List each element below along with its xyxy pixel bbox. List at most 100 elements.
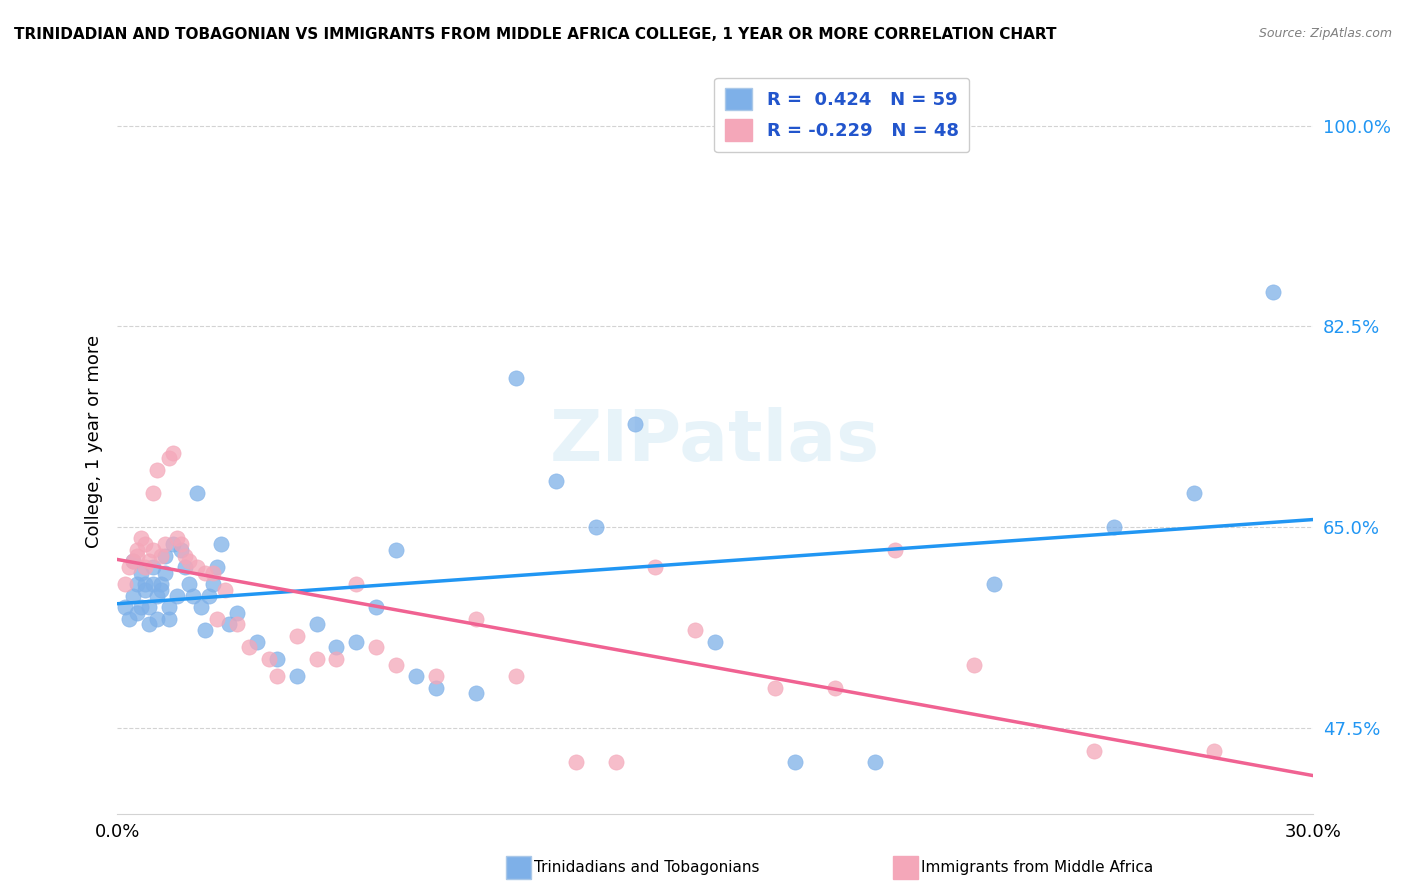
Point — [214, 583, 236, 598]
Point — [170, 543, 193, 558]
Point — [174, 549, 197, 563]
Point — [238, 640, 260, 655]
Point — [122, 589, 145, 603]
Point — [127, 549, 149, 563]
Point — [118, 612, 141, 626]
Point — [153, 537, 176, 551]
Point — [138, 617, 160, 632]
Point — [344, 634, 367, 648]
Point — [505, 669, 527, 683]
Point — [246, 634, 269, 648]
Text: ZIPatlas: ZIPatlas — [550, 407, 880, 475]
Point — [344, 577, 367, 591]
Point — [142, 485, 165, 500]
Text: Trinidadians and Tobagonians: Trinidadians and Tobagonians — [534, 861, 759, 875]
Point — [122, 554, 145, 568]
Point — [225, 617, 247, 632]
Point — [174, 560, 197, 574]
Point — [157, 600, 180, 615]
Point — [150, 583, 173, 598]
Point — [285, 629, 308, 643]
Point — [146, 612, 169, 626]
Point — [325, 652, 347, 666]
Point — [1182, 485, 1205, 500]
Point — [118, 560, 141, 574]
Point — [114, 600, 136, 615]
Point — [305, 652, 328, 666]
Point — [186, 560, 208, 574]
Point — [129, 566, 152, 580]
Point — [198, 589, 221, 603]
Point — [142, 560, 165, 574]
Point — [285, 669, 308, 683]
Point — [142, 543, 165, 558]
Text: Immigrants from Middle Africa: Immigrants from Middle Africa — [921, 861, 1153, 875]
Point — [644, 560, 666, 574]
Point — [138, 600, 160, 615]
Point — [127, 577, 149, 591]
Point — [1202, 743, 1225, 757]
Point — [146, 463, 169, 477]
Point — [685, 623, 707, 637]
Point — [142, 577, 165, 591]
Point — [138, 554, 160, 568]
Point — [181, 589, 204, 603]
Point — [225, 606, 247, 620]
Point — [505, 371, 527, 385]
Point — [425, 669, 447, 683]
Legend: R =  0.424   N = 59, R = -0.229   N = 48: R = 0.424 N = 59, R = -0.229 N = 48 — [714, 78, 969, 153]
Point — [153, 566, 176, 580]
Point — [366, 600, 388, 615]
Point — [134, 577, 156, 591]
Point — [170, 537, 193, 551]
Point — [983, 577, 1005, 591]
Point — [153, 549, 176, 563]
Point — [325, 640, 347, 655]
Point — [129, 532, 152, 546]
Point — [564, 755, 586, 769]
Point — [704, 634, 727, 648]
Point — [585, 520, 607, 534]
Point — [162, 445, 184, 459]
Point — [1263, 285, 1285, 299]
Point — [385, 543, 408, 558]
Point — [963, 657, 986, 672]
Point — [465, 686, 488, 700]
Point — [266, 652, 288, 666]
Point — [605, 755, 627, 769]
Point — [405, 669, 427, 683]
Point — [129, 600, 152, 615]
Point — [157, 451, 180, 466]
Point — [205, 612, 228, 626]
Point — [205, 560, 228, 574]
Point — [134, 537, 156, 551]
Point — [162, 537, 184, 551]
Text: TRINIDADIAN AND TOBAGONIAN VS IMMIGRANTS FROM MIDDLE AFRICA COLLEGE, 1 YEAR OR M: TRINIDADIAN AND TOBAGONIAN VS IMMIGRANTS… — [14, 27, 1056, 42]
Point — [150, 577, 173, 591]
Point — [201, 577, 224, 591]
Point — [166, 589, 188, 603]
Point — [150, 549, 173, 563]
Point — [544, 474, 567, 488]
Point — [385, 657, 408, 672]
Point — [218, 617, 240, 632]
Point — [114, 577, 136, 591]
Point — [127, 606, 149, 620]
Point — [190, 600, 212, 615]
Point — [257, 652, 280, 666]
Point — [305, 617, 328, 632]
Point — [157, 612, 180, 626]
Point — [134, 560, 156, 574]
Point — [783, 755, 806, 769]
Point — [127, 543, 149, 558]
Point — [366, 640, 388, 655]
Point — [266, 669, 288, 683]
Y-axis label: College, 1 year or more: College, 1 year or more — [86, 334, 103, 548]
Point — [465, 612, 488, 626]
Point — [763, 681, 786, 695]
Point — [186, 485, 208, 500]
Point — [122, 554, 145, 568]
Point — [209, 537, 232, 551]
Point — [177, 554, 200, 568]
Point — [134, 583, 156, 598]
